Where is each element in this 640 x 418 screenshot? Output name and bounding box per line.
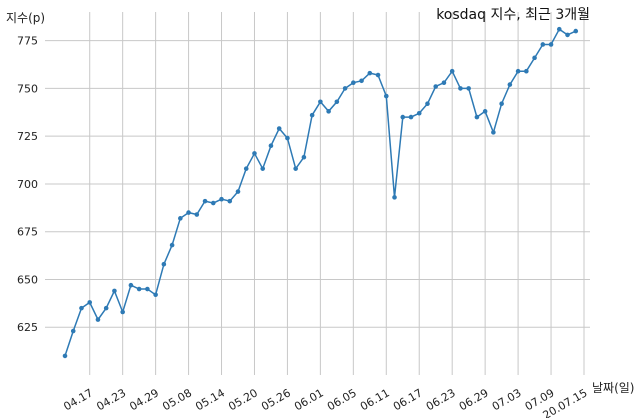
- data-point: [573, 28, 579, 34]
- data-point: [515, 68, 521, 74]
- x-tick-label: 05.08: [160, 386, 194, 413]
- data-point: [260, 166, 266, 171]
- data-point: [178, 216, 183, 221]
- data-point: [565, 32, 570, 38]
- data-point: [145, 286, 150, 292]
- data-point: [441, 80, 447, 85]
- data-point: [103, 305, 109, 311]
- data-point: [112, 288, 117, 294]
- data-point: [433, 84, 439, 89]
- y-tick-label: 725: [17, 130, 38, 143]
- data-point: [383, 93, 389, 99]
- x-tick-label: 06.11: [358, 386, 392, 413]
- data-point: [268, 143, 274, 149]
- data-point: [293, 166, 298, 171]
- data-point: [416, 110, 422, 116]
- data-point: [252, 151, 257, 156]
- data-point: [474, 114, 480, 120]
- y-tick-label: 650: [17, 273, 38, 286]
- data-point: [301, 154, 307, 160]
- y-axis-title: 지수(p): [6, 11, 45, 25]
- series-kosdaq: [62, 26, 579, 359]
- data-point: [408, 114, 414, 120]
- data-point: [359, 78, 364, 84]
- data-point: [210, 200, 216, 206]
- x-tick-label: 06.29: [457, 386, 491, 413]
- x-tick-label: 04.17: [61, 386, 95, 413]
- data-point: [482, 109, 488, 114]
- data-point: [62, 353, 68, 359]
- data-point: [79, 305, 84, 311]
- x-tick-label: 04.23: [94, 386, 128, 413]
- data-point: [367, 70, 373, 76]
- data-point: [153, 292, 158, 298]
- data-point: [499, 101, 504, 107]
- data-point: [392, 195, 397, 200]
- data-point: [491, 130, 496, 135]
- data-point: [186, 210, 191, 215]
- data-point: [540, 42, 546, 47]
- data-point: [169, 242, 175, 248]
- x-tick-label: 05.14: [193, 386, 227, 413]
- data-point: [556, 26, 562, 32]
- data-points: [62, 26, 579, 359]
- data-point: [202, 198, 208, 204]
- x-tick-label: 05.20: [226, 386, 260, 413]
- x-axis-ticks: 04.17 04.23 04.29 05.08 05.14 05.20 05.26 06.01…: [61, 386, 589, 418]
- data-point: [326, 109, 331, 114]
- y-tick-label: 775: [17, 35, 38, 48]
- data-point: [95, 317, 101, 322]
- data-point: [243, 166, 249, 171]
- data-point: [285, 135, 290, 141]
- data-point: [318, 99, 323, 105]
- data-point: [227, 198, 233, 204]
- y-tick-label: 675: [17, 226, 38, 239]
- data-point: [87, 300, 93, 305]
- y-tick-label: 700: [17, 178, 38, 191]
- data-point: [458, 86, 463, 91]
- data-point: [507, 82, 513, 87]
- data-point: [548, 42, 554, 47]
- data-point: [219, 196, 224, 202]
- data-point: [194, 212, 200, 217]
- data-point: [120, 309, 125, 315]
- data-point: [70, 328, 76, 334]
- data-point: [309, 112, 315, 118]
- data-point: [161, 261, 167, 267]
- y-tick-label: 625: [17, 321, 38, 334]
- data-point: [466, 86, 471, 91]
- x-tick-label: 04.29: [127, 386, 161, 413]
- x-tick-label: 05.26: [259, 386, 293, 413]
- data-point: [136, 286, 142, 292]
- grid-lines: [45, 12, 590, 375]
- chart-title: kosdaq 지수, 최근 3개월: [436, 7, 590, 23]
- x-tick-label: 07.03: [490, 386, 524, 413]
- data-point: [375, 72, 381, 78]
- x-tick-label: 06.17: [391, 386, 425, 413]
- y-tick-label: 750: [17, 82, 38, 95]
- data-point: [449, 68, 455, 74]
- data-point: [235, 189, 241, 194]
- x-tick-label: 06.23: [424, 386, 458, 413]
- data-point: [351, 80, 356, 85]
- data-point: [425, 101, 430, 107]
- data-point: [342, 86, 348, 91]
- data-point: [334, 99, 340, 105]
- x-tick-label: 06.01: [292, 386, 326, 413]
- data-point: [524, 68, 529, 74]
- data-point: [400, 114, 406, 120]
- data-point: [532, 55, 537, 61]
- data-point: [128, 282, 134, 288]
- x-axis-title: 날짜(일): [592, 381, 634, 395]
- x-tick-label: 06.05: [325, 386, 359, 413]
- y-axis-ticks: 625 650 675 700 725 750 775: [17, 35, 38, 335]
- data-point: [276, 126, 282, 131]
